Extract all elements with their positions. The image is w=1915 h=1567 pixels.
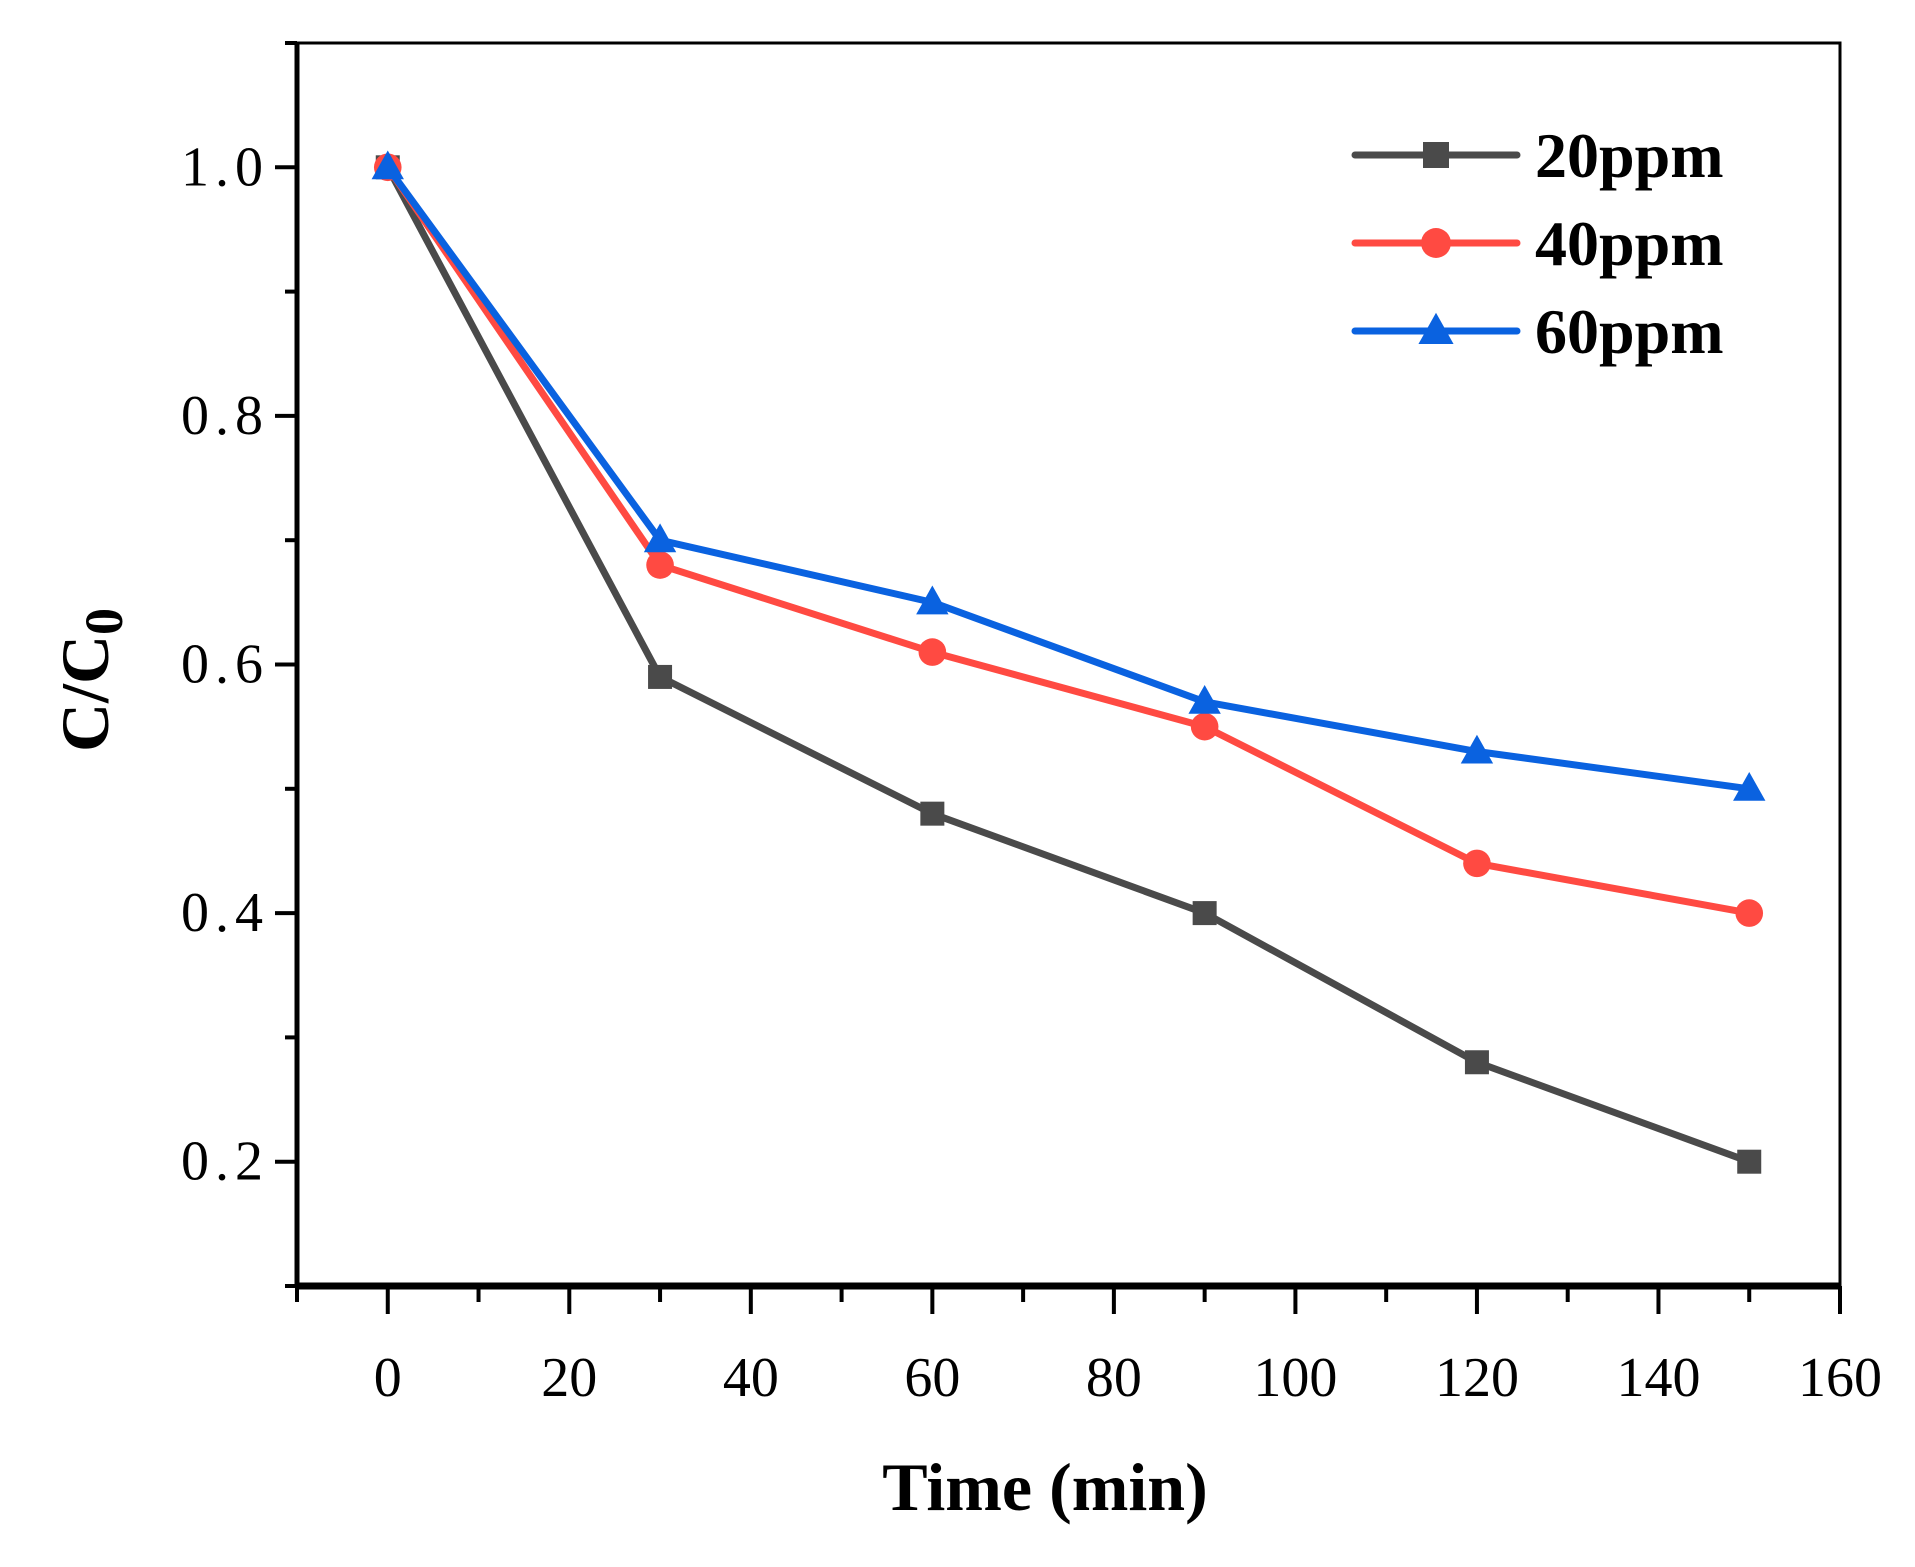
x-tick-label: 140 — [1616, 1347, 1700, 1409]
x-tick-label: 20 — [541, 1347, 597, 1409]
square-marker — [1464, 1050, 1489, 1075]
circle-marker — [1463, 849, 1491, 878]
circle-marker — [1421, 228, 1451, 258]
square-marker — [1192, 901, 1217, 926]
triangle-marker — [1188, 684, 1221, 714]
axes: 0 20 40 60 80 100 120 140 160 0.2 0.4 0.6 0.8 1.0 — [181, 41, 1882, 1409]
circle-marker — [646, 551, 674, 579]
circle-marker — [1735, 899, 1764, 927]
legend-label: 40ppm — [1535, 208, 1724, 279]
y-tick-label: 0.6 — [181, 634, 269, 696]
y-tick-label: 0.8 — [181, 385, 269, 447]
square-marker — [1423, 142, 1449, 168]
legend-label: 60ppm — [1535, 296, 1724, 367]
y-tick-label: 1.0 — [181, 136, 269, 198]
triangle-marker — [643, 523, 677, 553]
series-line — [384, 165, 1751, 1165]
square-marker — [1737, 1149, 1762, 1174]
square-marker — [920, 801, 945, 826]
x-tick-label: 0 — [374, 1347, 402, 1409]
triangle-marker — [916, 585, 949, 615]
legend-item: 40ppm — [1351, 208, 1724, 279]
series-60ppm — [371, 150, 1766, 801]
series-line — [384, 165, 1750, 793]
triangle-marker — [371, 150, 404, 180]
x-tick-label: 100 — [1253, 1347, 1337, 1409]
x-tick-label: 120 — [1435, 1347, 1519, 1409]
x-tick-label: 80 — [1086, 1347, 1142, 1409]
circle-marker — [1190, 712, 1219, 741]
legend-item: 60ppm — [1351, 296, 1724, 367]
y-axis-title-subscript: 0 — [74, 608, 134, 635]
series-layer — [371, 150, 1766, 1174]
y-axis-title-main: C/C — [47, 635, 123, 752]
y-tick-label: 0.4 — [181, 882, 269, 944]
x-tick-label: 40 — [723, 1347, 779, 1409]
legend: 20ppm 40ppm 60ppm — [1351, 120, 1724, 367]
y-tick-label: 0.2 — [181, 1131, 269, 1193]
x-tick-label: 160 — [1798, 1347, 1882, 1409]
legend-item: 20ppm — [1351, 120, 1724, 191]
triangle-marker — [1733, 772, 1766, 801]
x-tick-label: 60 — [904, 1347, 960, 1409]
triangle-marker — [1418, 312, 1454, 344]
legend-label: 20ppm — [1535, 120, 1724, 191]
series-line — [384, 165, 1750, 917]
square-marker — [648, 664, 673, 689]
y-axis-title: C/C0 — [47, 608, 134, 752]
circle-marker — [918, 638, 947, 666]
x-axis-title: Time (min) — [882, 1449, 1208, 1525]
triangle-marker — [1460, 734, 1494, 764]
